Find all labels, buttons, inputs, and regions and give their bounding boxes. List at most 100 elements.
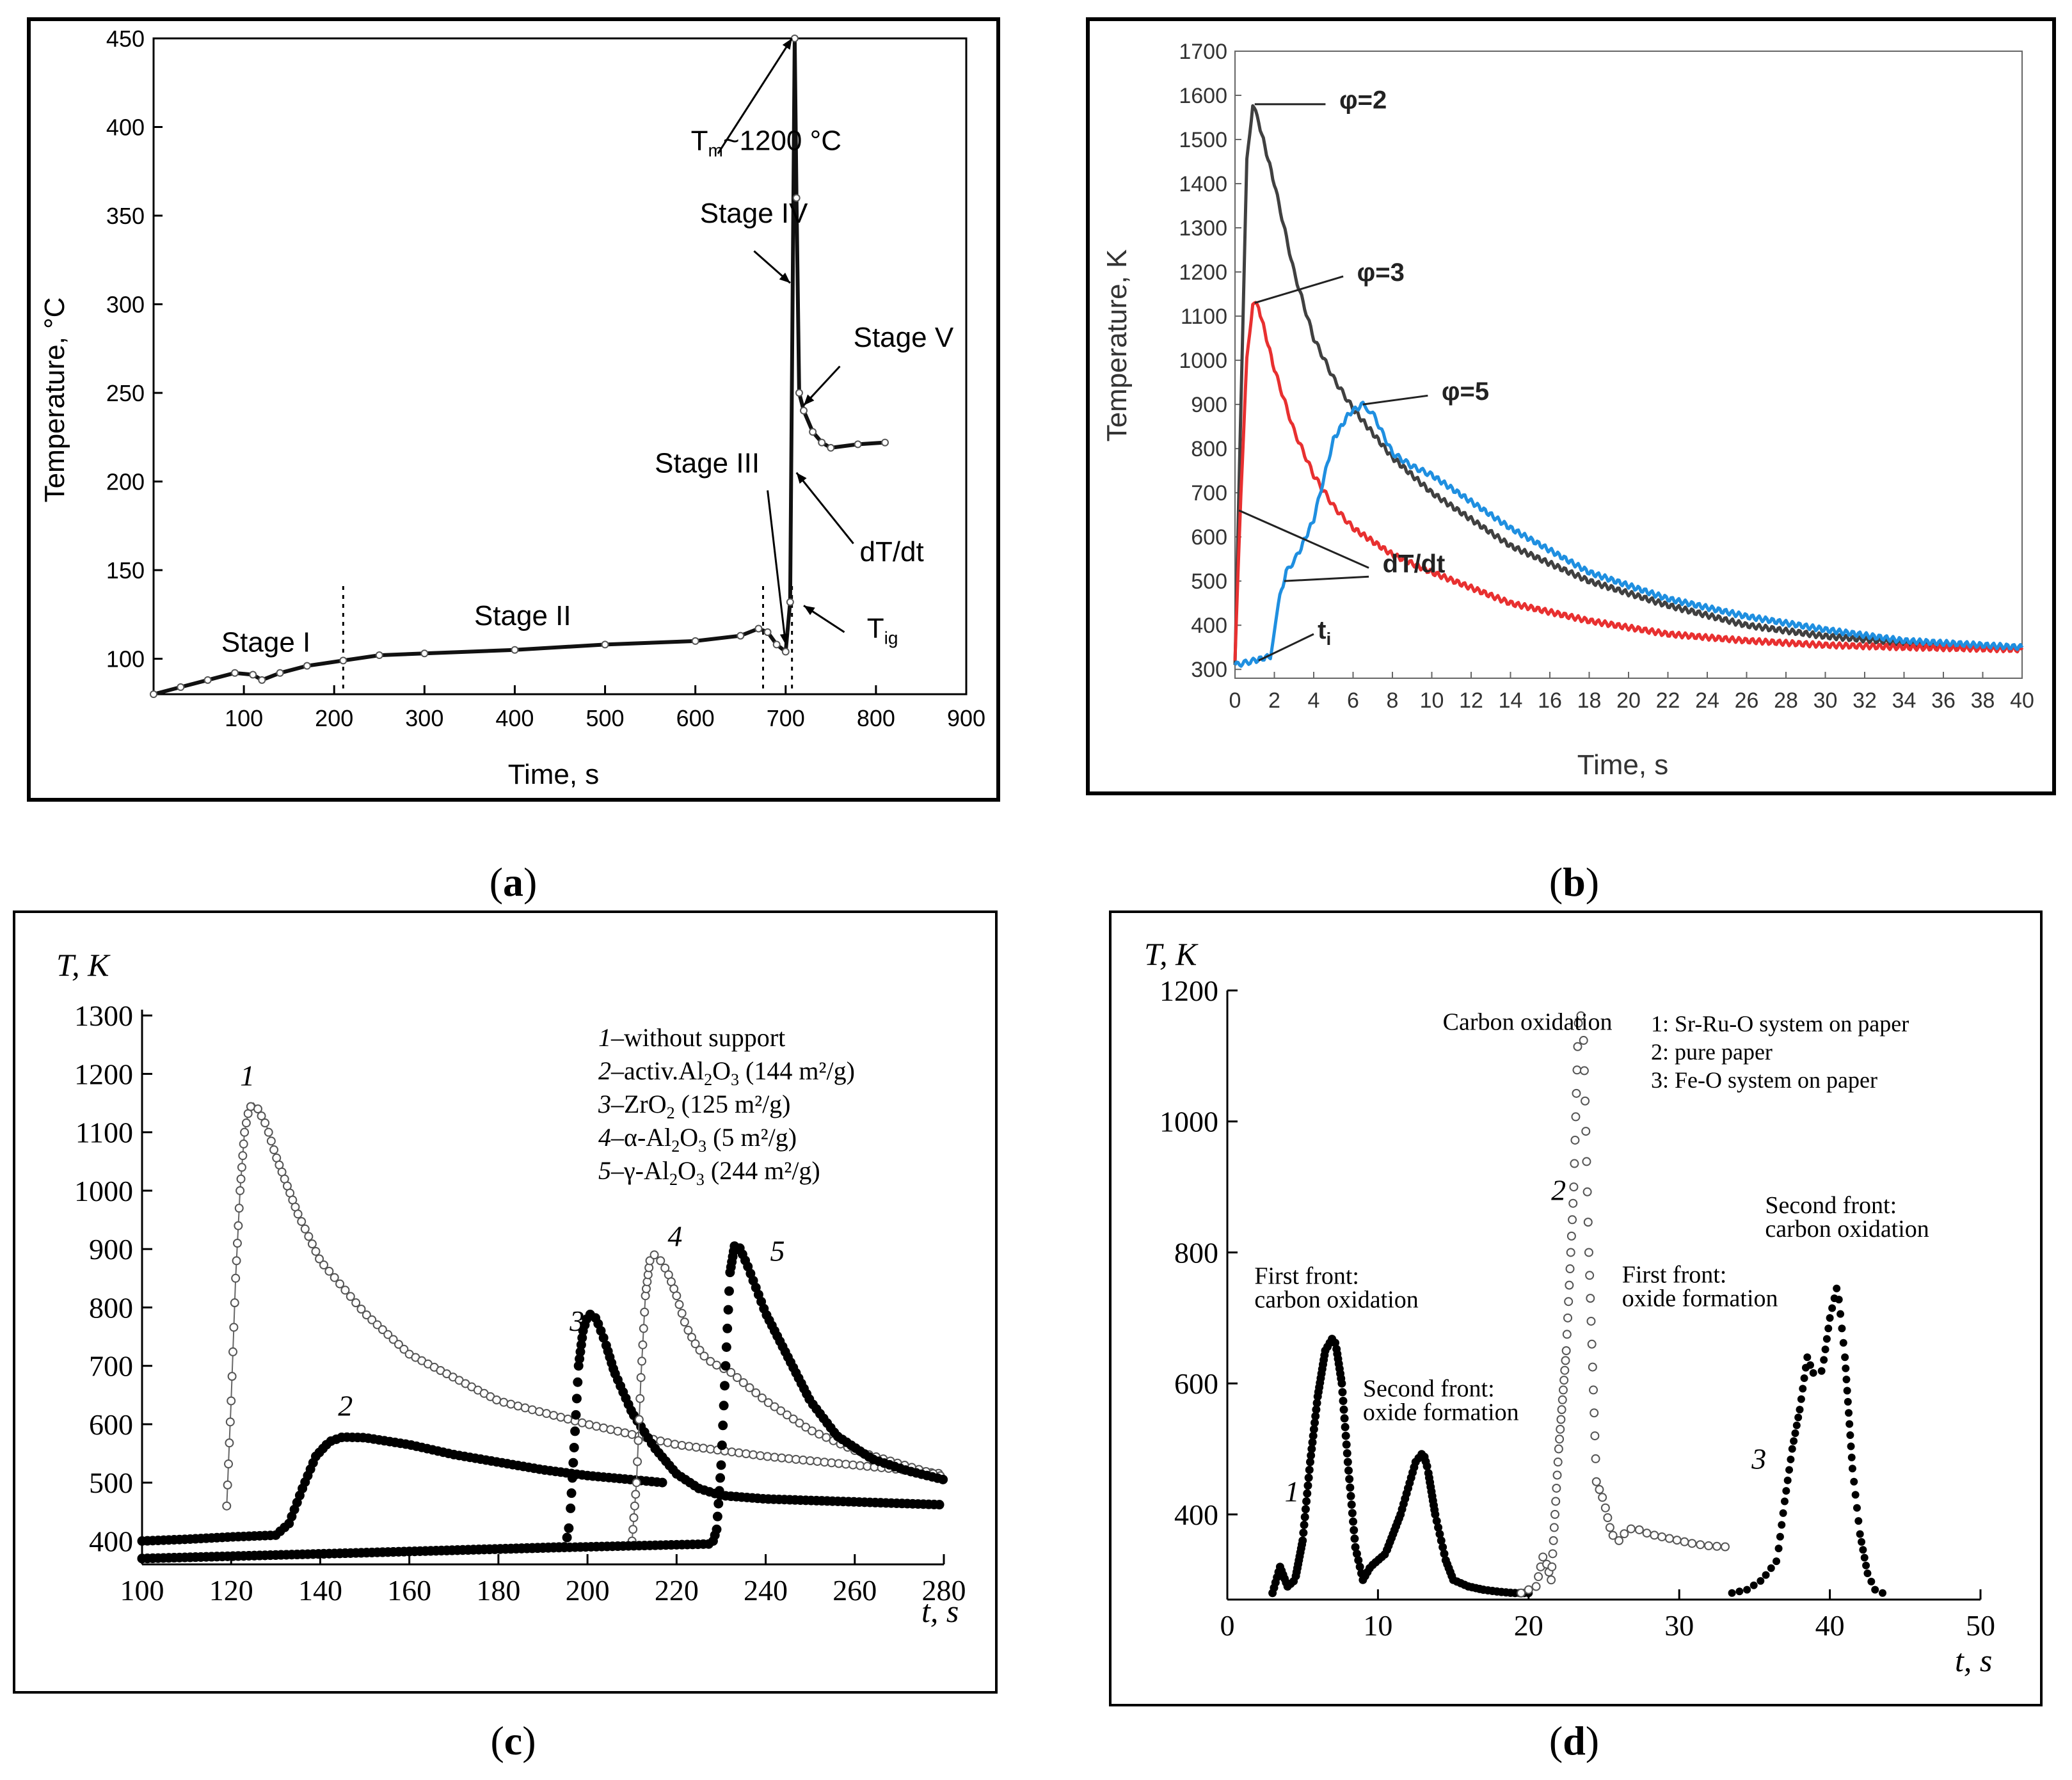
panel-c-point-series-1 [297, 1217, 307, 1227]
panel-d-point-series-2 [1555, 1434, 1565, 1444]
panel-c-point-series-1 [770, 1452, 779, 1462]
panel-d-point-series-3 [1841, 1353, 1849, 1362]
panel-b-xtick-label: 38 [1971, 688, 1995, 713]
panel-c-point-series-5 [721, 1361, 731, 1371]
panel-a-data-point [203, 676, 212, 684]
panel-c-legend-sub2: 3 [731, 1070, 739, 1089]
panel-d-point-series-3 [1878, 1589, 1886, 1597]
panel-c-legend-tail: (144 m²/g) [739, 1056, 855, 1085]
panel-c-point-series-1 [534, 1407, 544, 1417]
panel-d-point-series-2 [1517, 1588, 1526, 1598]
panel-b-xtick-label: 0 [1229, 688, 1241, 713]
panel-d-point-series-3 [1767, 1564, 1775, 1572]
panel-b-xtick-label: 2 [1268, 688, 1280, 713]
panel-b-annotation: dT/dt [1383, 550, 1446, 578]
panel-b-xlabel: Time, s [1577, 749, 1669, 781]
panel-d-point-series-1 [1440, 1549, 1449, 1558]
panel-d-point-series-2 [1564, 1297, 1574, 1307]
panel-d-point-series-2 [1603, 1513, 1613, 1523]
panel-b-xtick-label: 16 [1538, 688, 1562, 713]
panel-d-point-series-2 [1591, 1477, 1601, 1486]
panel-c-point-series-4 [636, 1372, 646, 1382]
panel-a-data-point [511, 646, 519, 654]
panel-b-ytick-label: 1500 [1179, 128, 1227, 152]
panel-b-frame [1086, 17, 2056, 795]
panel-d-xlabel: t, s [1955, 1642, 1992, 1678]
panel-d-point-series-2 [1608, 1530, 1618, 1540]
panel-d-point-series-3 [1762, 1571, 1770, 1579]
panel-c-point-series-4 [674, 1299, 684, 1309]
panel-c-point-series-4 [807, 1426, 817, 1436]
panel-a-annotation-text: Stage II [474, 600, 571, 632]
panel-d-point-series-3 [1776, 1532, 1784, 1541]
panel-c-curve-label: 1 [240, 1060, 255, 1092]
panel-c-point-series-1 [527, 1405, 537, 1415]
panel-c-point-series-3 [573, 1377, 583, 1387]
panel-c-point-series-4 [634, 1415, 644, 1424]
panel-a-arrowhead [779, 633, 789, 645]
panel-a-ytick-label: 150 [106, 557, 145, 584]
panel-b-ytick-label: 1000 [1179, 349, 1227, 373]
panel-c-point-series-4 [712, 1360, 721, 1370]
panel-d-point-series-2 [1687, 1539, 1697, 1548]
panel-c-point-series-1 [592, 1422, 602, 1431]
panel-c-caption: (c) [490, 1718, 536, 1763]
panel-a-ytick-label: 250 [106, 380, 145, 406]
panel-d-point-series-3 [1806, 1361, 1814, 1369]
panel-d-ytick-label: 1000 [1160, 1106, 1218, 1138]
panel-c-curve-label: 4 [667, 1220, 682, 1253]
panel-c-point-series-4 [634, 1436, 643, 1445]
panel-d-point-series-2 [1587, 1339, 1597, 1349]
panel-a-xtick-label: 600 [676, 705, 715, 731]
panel-c: 100 120 140 160 180 200 220 240 260 280 400 500 600 7… [13, 910, 998, 1763]
panel-d-point-series-2 [1550, 1509, 1559, 1519]
panel-a-data-point [809, 428, 817, 436]
panel-d-point-series-1 [1434, 1523, 1443, 1532]
panel-a-annotation-text: Stage IV [700, 198, 808, 229]
panel-d-point-series-1 [1343, 1449, 1351, 1458]
panel-d-point-series-1 [1308, 1438, 1317, 1447]
panel-c-point-series-1 [820, 1458, 829, 1467]
panel-d-point-series-2 [1565, 1264, 1575, 1274]
panel-d-point-series-3 [1842, 1376, 1851, 1384]
panel-b-ytick-label: 1400 [1179, 172, 1227, 196]
panel-d-point-series-3 [1783, 1476, 1792, 1484]
panel-b-axes-box [1234, 51, 2023, 679]
panel-a-data-point [786, 598, 794, 606]
panel-c-legend-num: 3 [598, 1090, 611, 1118]
panel-c-point-series-5 [716, 1460, 726, 1470]
panel-d-point-series-3 [1797, 1395, 1805, 1403]
panel-c-point-series-4 [629, 1513, 639, 1522]
panel-a-annotation: Stage II [474, 600, 571, 632]
panel-d-point-series-3 [1859, 1546, 1867, 1554]
panel-c-legend-entry: 4–α-Al2O3 (5 m²/g) [598, 1123, 797, 1156]
panel-d-point-series-2 [1560, 1365, 1570, 1375]
panel-c-point-series-1 [699, 1443, 708, 1453]
panel-d-point-series-3 [1787, 1455, 1795, 1463]
panel-d-annotation: First front: [1254, 1263, 1359, 1290]
panel-c-point-series-4 [770, 1402, 779, 1411]
panel-d-point-series-3 [1862, 1561, 1870, 1569]
panel-d-point-series-2 [1557, 1405, 1566, 1415]
panel-c-point-series-3 [934, 1500, 944, 1510]
panel-d-annotation: Carbon oxidation [1443, 1008, 1613, 1035]
panel-b-ytick-label: 1700 [1179, 40, 1227, 64]
panel-c-point-series-1 [240, 1127, 250, 1137]
panel-a-annotation-text: dT/dt [859, 536, 923, 568]
panel-d-point-series-2 [1573, 1042, 1582, 1051]
panel-d-point-series-2 [1620, 1529, 1629, 1539]
panel-c-point-series-1 [627, 1429, 637, 1439]
panel-d-point-series-1 [1298, 1536, 1307, 1545]
panel-a-ytick-label: 100 [106, 646, 145, 672]
panel-d-point-series-3 [1791, 1429, 1799, 1437]
panel-c-legend-sub: 2 [667, 1104, 675, 1122]
panel-d-point-series-2 [1549, 1523, 1559, 1532]
panel-c-point-series-1 [269, 1145, 279, 1155]
panel-a-data-point [854, 440, 862, 449]
panel-c-point-series-1 [556, 1413, 566, 1422]
panel-c-point-series-1 [362, 1310, 371, 1320]
panel-d-ytick-label: 1200 [1160, 974, 1218, 1007]
panel-c-xlabel: t, s [921, 1593, 959, 1629]
panel-d-point-series-3 [1843, 1387, 1851, 1395]
panel-d-xtick-label: 50 [1966, 1609, 1995, 1642]
